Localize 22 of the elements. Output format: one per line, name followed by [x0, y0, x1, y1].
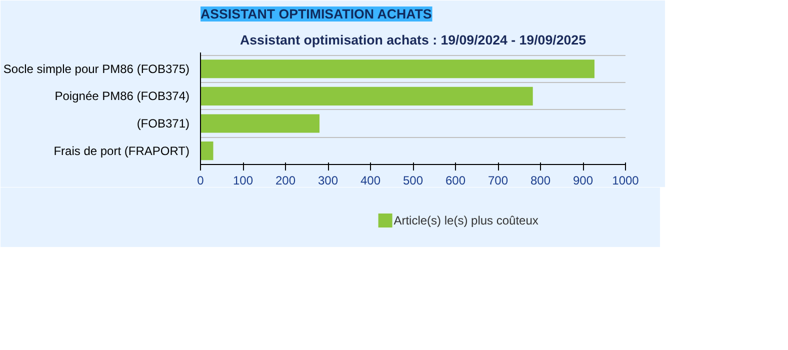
y-tick-label: Socle simple pour PM86 (FOB375): [3, 62, 190, 76]
x-tick-label: 700: [488, 174, 508, 188]
y-tick-label: (FOB371): [136, 116, 190, 131]
x-tick-label: 600: [445, 174, 466, 188]
y-tick-label: Frais de port (FRAPORT): [54, 144, 190, 158]
x-tick-label: 900: [572, 174, 594, 188]
legend-label: Article(s) le(s) plus coûteux: [394, 214, 538, 228]
x-tick-label: 800: [530, 174, 551, 188]
y-tick-label: Poignée PM86 (FOB374): [54, 89, 190, 104]
chart-subtitle: Assistant optimisation achats : 19/09/2024 - 19/09/2025: [240, 32, 587, 48]
bar: [200, 60, 594, 78]
x-tick-label: 500: [402, 174, 424, 188]
x-tick-label: 300: [318, 174, 338, 188]
x-tick-label: 0: [197, 174, 204, 188]
chart-title: ASSISTANT OPTIMISATION ACHATS: [200, 6, 432, 22]
x-tick-label: 100: [232, 174, 254, 188]
bar: [200, 114, 320, 133]
x-tick-label: 400: [360, 174, 381, 188]
bar: [200, 86, 533, 106]
x-tick-label: 1000: [612, 174, 640, 188]
x-tick-label: 200: [275, 174, 296, 188]
bar: [200, 142, 214, 160]
